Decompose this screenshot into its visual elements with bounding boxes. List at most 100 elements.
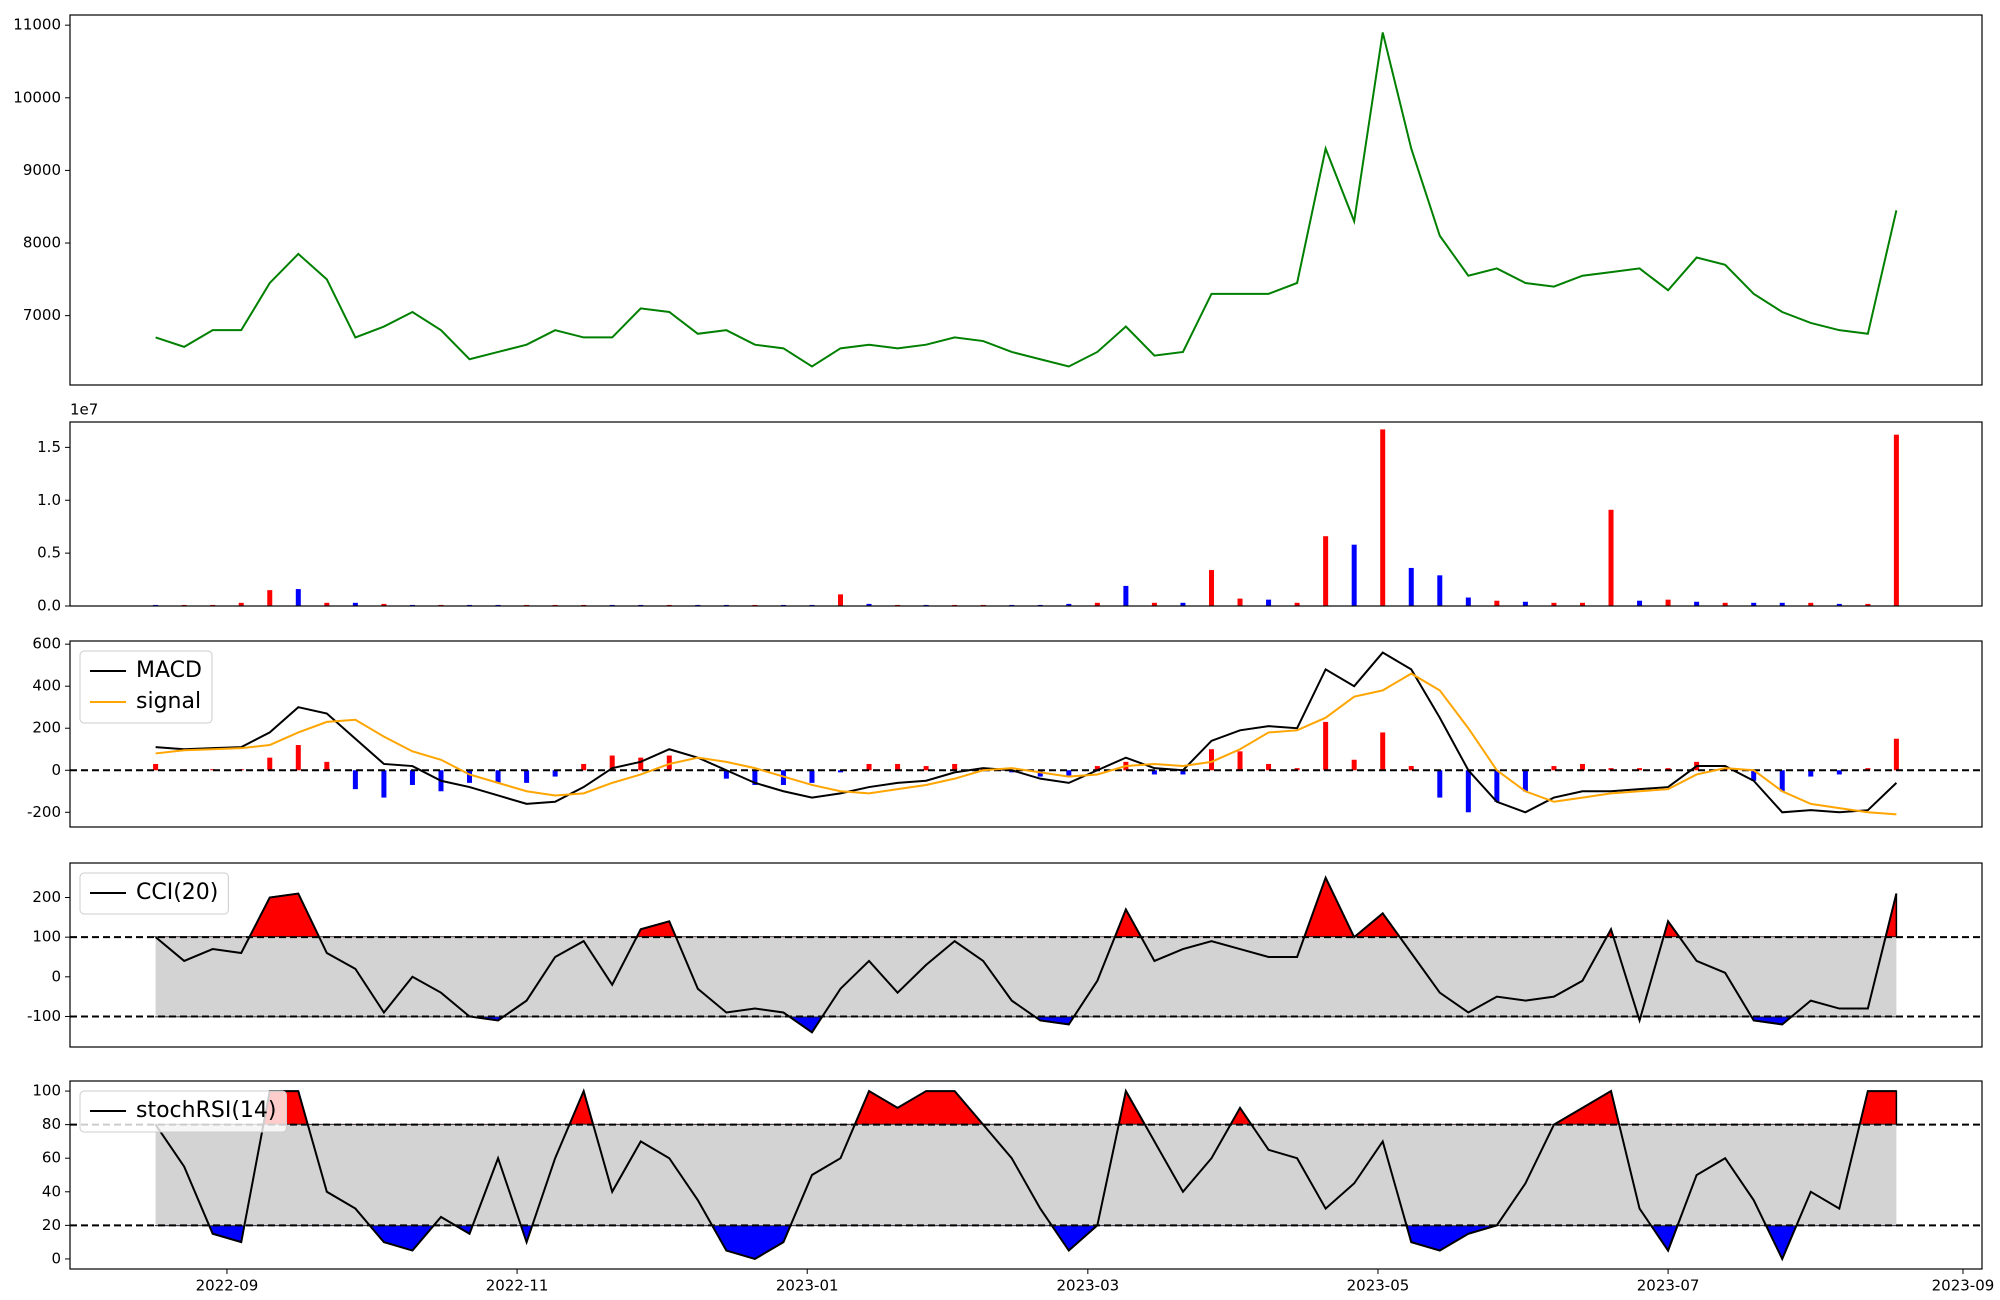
y-tick-label: -100 [27, 1007, 61, 1025]
histogram-bar [1066, 770, 1072, 777]
bar [1237, 598, 1243, 606]
y-tick-label: 200 [32, 888, 61, 906]
bar [1351, 544, 1357, 606]
histogram-bar [1037, 770, 1043, 777]
bar [1094, 602, 1100, 606]
legend-label: CCI(20) [136, 880, 218, 905]
histogram-bar [1465, 770, 1471, 813]
axis-offset-label: 1e7 [70, 401, 98, 419]
histogram-bar [1836, 770, 1842, 775]
plot-area [70, 1088, 1982, 1262]
legend-box [79, 872, 229, 915]
histogram-bar [838, 770, 844, 773]
histogram-bar [1237, 751, 1243, 771]
histogram-bar [495, 770, 501, 783]
x-tick-label: 2023-09 [1932, 1277, 1995, 1295]
histogram-bar [1751, 770, 1757, 781]
legend-label: signal [136, 689, 201, 714]
y-tick-label: 0 [51, 967, 61, 985]
bar [1066, 603, 1072, 606]
histogram-bar [952, 763, 958, 771]
y-tick-label: 100 [32, 1082, 61, 1100]
legend: CCI(20) [79, 872, 229, 915]
y-tick-label: 8000 [23, 234, 61, 252]
indicator-line [155, 651, 1898, 814]
histogram-bar [524, 770, 530, 783]
y-tick-label: 1.5 [37, 438, 61, 456]
x-tick-label: 2022-09 [196, 1277, 259, 1295]
histogram-bar [267, 757, 273, 771]
histogram-bar [1294, 768, 1300, 771]
histogram-bar [752, 770, 758, 785]
histogram-bar [1522, 770, 1528, 792]
price-line [155, 32, 1898, 368]
x-tick-label: 2023-01 [776, 1277, 839, 1295]
bar [1836, 603, 1842, 606]
neutral-band [155, 937, 1897, 1017]
histogram-bar [381, 770, 387, 798]
bar [1294, 602, 1300, 606]
plot-area [153, 429, 1899, 606]
histogram-bar [1408, 766, 1414, 771]
histogram-bar [1151, 770, 1157, 775]
plot-area [155, 32, 1898, 368]
plot-area [70, 651, 1982, 816]
bar [1665, 599, 1671, 606]
axes-frame [69, 14, 1983, 386]
bar [1123, 585, 1129, 606]
axes-frame [69, 862, 1983, 1048]
histogram-bar [1380, 732, 1386, 771]
axes-frame [69, 421, 1983, 607]
histogram-bar [980, 768, 986, 771]
histogram-bar [1579, 763, 1585, 771]
histogram-bar [1323, 721, 1329, 771]
bar [267, 590, 273, 606]
histogram-bar [552, 770, 558, 777]
axes-frame [69, 640, 1983, 828]
histogram-bar [295, 745, 301, 771]
histogram-bar [1494, 770, 1500, 802]
legend-label: stochRSI(14) [136, 1098, 277, 1123]
bar [1380, 429, 1386, 606]
histogram-bar [723, 770, 729, 779]
legend-box [79, 1090, 287, 1133]
neutral-band [155, 1124, 1897, 1226]
bar [1208, 570, 1214, 606]
histogram-bar [1180, 770, 1186, 775]
histogram-bar [581, 763, 587, 771]
bar [295, 589, 301, 606]
y-tick-label: 9000 [23, 161, 61, 179]
histogram-bar [609, 755, 615, 771]
y-tick-label: 11000 [13, 16, 61, 34]
x-tick-label: 2023-03 [1056, 1277, 1119, 1295]
plot-area [70, 875, 1982, 1034]
histogram-bar [1779, 770, 1785, 792]
bar [1579, 602, 1585, 606]
histogram-bar [1722, 768, 1728, 771]
histogram-bar [1094, 766, 1100, 771]
bar [1865, 603, 1871, 606]
histogram-bar [1637, 768, 1643, 771]
histogram-bar [638, 757, 644, 771]
y-tick-label: 0.0 [37, 597, 61, 615]
bar [1694, 601, 1700, 606]
y-tick-label: 7000 [23, 306, 61, 324]
y-tick-label: 0 [51, 761, 61, 779]
x-tick-label: 2023-05 [1347, 1277, 1410, 1295]
bar [1808, 602, 1814, 606]
histogram-bar [467, 770, 473, 783]
bar [1637, 600, 1643, 606]
legend-box [79, 650, 213, 724]
histogram-bar [1551, 766, 1557, 771]
y-tick-label: 10000 [13, 88, 61, 106]
bar [352, 602, 358, 606]
bar [1893, 434, 1899, 606]
axes-frame [69, 1080, 1983, 1270]
bar [1151, 602, 1157, 606]
histogram-bar [1266, 763, 1272, 771]
bar [1465, 597, 1471, 606]
bar [324, 602, 330, 606]
bar [1323, 536, 1329, 606]
bar [1180, 602, 1186, 606]
